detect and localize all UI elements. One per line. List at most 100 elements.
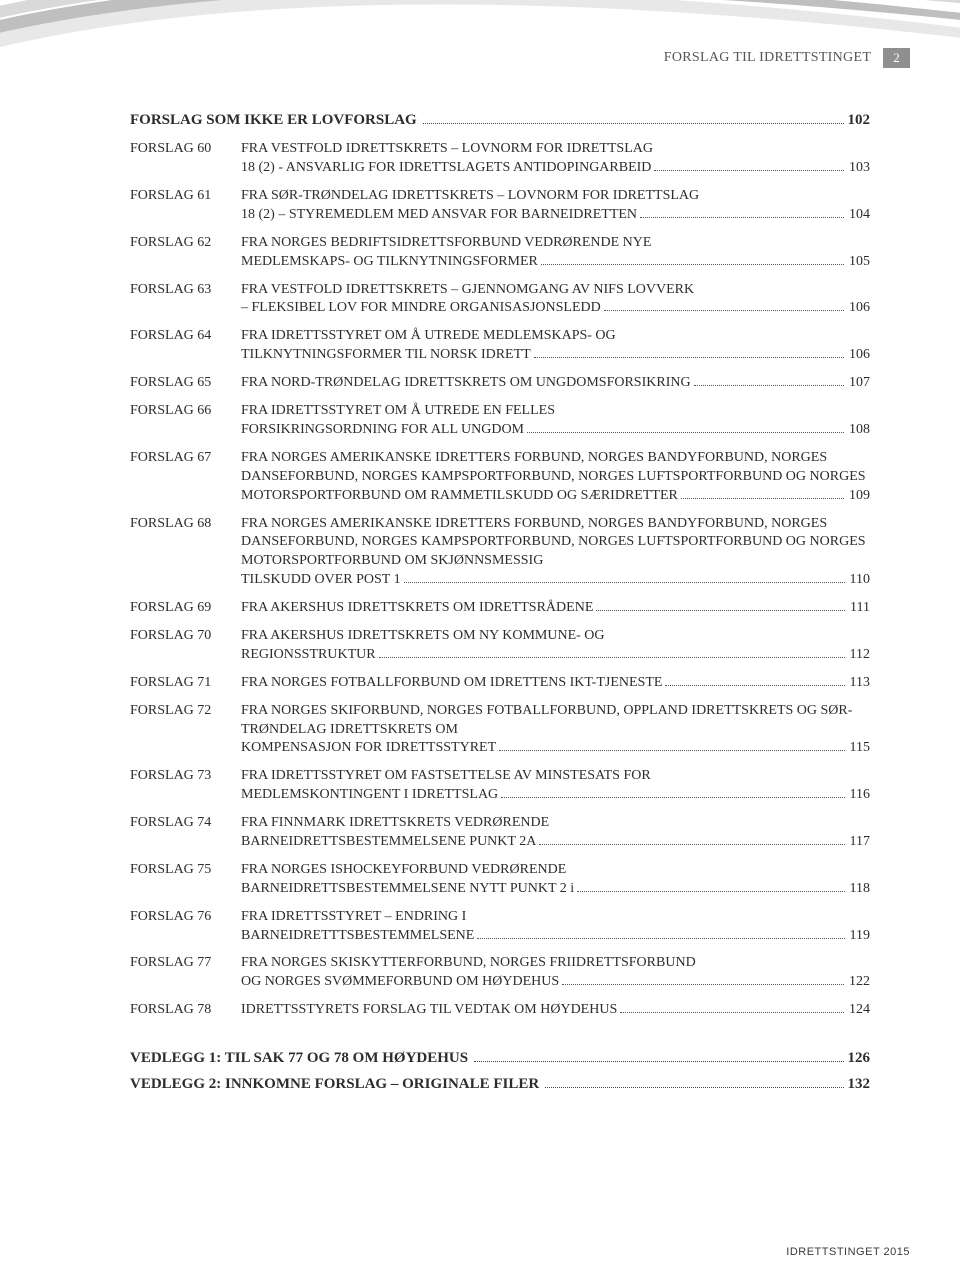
toc-entry-lastline: FORSIKRINGSORDNING FOR ALL UNGDOM108	[241, 421, 870, 440]
toc-entry-body: FRA IDRETTSSTYRET OM Å UTREDE EN FELLESF…	[241, 402, 870, 440]
toc-entry-page: 109	[847, 487, 870, 506]
toc-entry-page: 113	[848, 674, 870, 693]
toc-entry-lastline: 18 (2) - ANSVARLIG FOR IDRETTSLAGETS ANT…	[241, 159, 870, 178]
toc-entry-last-text: BARNEIDRETTSBESTEMMELSENE NYTT PUNKT 2 i	[241, 880, 574, 899]
toc-entry-text: FRA FINNMARK IDRETTSKRETS VEDRØRENDE	[241, 814, 870, 833]
leader-dots	[534, 357, 844, 358]
toc-entry: FORSLAG 77FRA NORGES SKISKYTTERFORBUND, …	[130, 954, 870, 992]
toc-entry-label: FORSLAG 64	[130, 327, 241, 346]
toc-entry-lastline: MEDLEMSKONTINGENT I IDRETTSLAG116	[241, 786, 870, 805]
toc-entry-last-text: 18 (2) – STYREMEDLEM MED ANSVAR FOR BARN…	[241, 206, 637, 225]
toc-entry-lastline: BARNEIDRETTSBESTEMMELSENE NYTT PUNKT 2 i…	[241, 880, 870, 899]
toc-entry-lastline: FRA NORD-TRØNDELAG IDRETTSKRETS OM UNGDO…	[241, 374, 870, 393]
toc-entry-lastline: IDRETTSSTYRETS FORSLAG TIL VEDTAK OM HØY…	[241, 1001, 870, 1020]
leader-dots	[545, 1087, 843, 1088]
toc-entry-text: FRA NORGES AMERIKANSKE IDRETTERS FORBUND…	[241, 515, 870, 572]
toc-entry-body: FRA SØR-TRØNDELAG IDRETTSKRETS – LOVNORM…	[241, 187, 870, 225]
toc-entry-page: 112	[848, 646, 870, 665]
toc-entry-body: FRA AKERSHUS IDRETTSKRETS OM IDRETTSRÅDE…	[241, 599, 870, 618]
toc-entry-last-text: MOTORSPORTFORBUND OM RAMMETILSKUDD OG SÆ…	[241, 487, 678, 506]
toc-entry-last-text: – FLEKSIBEL LOV FOR MINDRE ORGANISASJONS…	[241, 299, 601, 318]
appendix-title: VEDLEGG 1: TIL SAK 77 OG 78 OM HØYDEHUS	[130, 1048, 468, 1068]
toc-entry: FORSLAG 64FRA IDRETTSSTYRET OM Å UTREDE …	[130, 327, 870, 365]
leader-dots	[474, 1061, 843, 1062]
leader-dots	[423, 123, 844, 124]
toc-entry-lastline: BARNEIDRETTTSBESTEMMELSENE119	[241, 927, 870, 946]
toc-entry-label: FORSLAG 63	[130, 281, 241, 300]
appendix-block: VEDLEGG 1: TIL SAK 77 OG 78 OM HØYDEHUS 1…	[130, 1048, 870, 1095]
toc-entry-body: FRA NORD-TRØNDELAG IDRETTSKRETS OM UNGDO…	[241, 374, 870, 393]
footer-text: IDRETTSTINGET 2015	[786, 1246, 910, 1258]
leader-dots	[654, 170, 844, 171]
toc-entry-page: 105	[847, 253, 870, 272]
leader-dots	[665, 685, 844, 686]
toc-entry: FORSLAG 74FRA FINNMARK IDRETTSKRETS VEDR…	[130, 814, 870, 852]
leader-dots	[562, 984, 844, 985]
toc-entry: FORSLAG 68FRA NORGES AMERIKANSKE IDRETTE…	[130, 515, 870, 591]
toc-entry: FORSLAG 76FRA IDRETTSSTYRET – ENDRING IB…	[130, 908, 870, 946]
toc-entry-text: FRA VESTFOLD IDRETTSKRETS – GJENNOMGANG …	[241, 281, 870, 300]
section-title-row: FORSLAG SOM IKKE ER LOVFORSLAG 102	[130, 110, 870, 130]
toc-entry-label: FORSLAG 77	[130, 954, 241, 973]
toc-entries: FORSLAG 60FRA VESTFOLD IDRETTSKRETS – LO…	[130, 140, 870, 1020]
toc-entry-last-text: FRA AKERSHUS IDRETTSKRETS OM IDRETTSRÅDE…	[241, 599, 593, 618]
toc-entry-last-text: TILSKUDD OVER POST 1	[241, 571, 401, 590]
toc-entry-label: FORSLAG 66	[130, 402, 241, 421]
toc-entry-last-text: FRA NORD-TRØNDELAG IDRETTSKRETS OM UNGDO…	[241, 374, 691, 393]
toc-entry-text: FRA SØR-TRØNDELAG IDRETTSKRETS – LOVNORM…	[241, 187, 870, 206]
toc-entry-lastline: – FLEKSIBEL LOV FOR MINDRE ORGANISASJONS…	[241, 299, 870, 318]
leader-dots	[681, 498, 844, 499]
toc-entry-page: 104	[847, 206, 870, 225]
toc-entry-page: 110	[848, 571, 870, 590]
toc-entry-text: FRA AKERSHUS IDRETTSKRETS OM NY KOMMUNE-…	[241, 627, 870, 646]
toc-entry-lastline: TILKNYTNINGSFORMER TIL NORSK IDRETT106	[241, 346, 870, 365]
toc-entry-body: FRA FINNMARK IDRETTSKRETS VEDRØRENDEBARN…	[241, 814, 870, 852]
toc-entry-label: FORSLAG 78	[130, 1001, 241, 1020]
toc-entry-label: FORSLAG 76	[130, 908, 241, 927]
toc-entry-body: FRA NORGES AMERIKANSKE IDRETTERS FORBUND…	[241, 449, 870, 506]
toc-entry-label: FORSLAG 68	[130, 515, 241, 534]
toc-entry-page: 115	[848, 739, 870, 758]
toc-entry-last-text: KOMPENSASJON FOR IDRETTSSTYRET	[241, 739, 496, 758]
appendix-row: VEDLEGG 1: TIL SAK 77 OG 78 OM HØYDEHUS 1…	[130, 1048, 870, 1068]
toc-entry: FORSLAG 67FRA NORGES AMERIKANSKE IDRETTE…	[130, 449, 870, 506]
toc-entry-body: FRA NORGES SKISKYTTERFORBUND, NORGES FRI…	[241, 954, 870, 992]
toc-entry-text: FRA IDRETTSSTYRET OM Å UTREDE MEDLEMSKAP…	[241, 327, 870, 346]
toc-entry: FORSLAG 75FRA NORGES ISHOCKEYFORBUND VED…	[130, 861, 870, 899]
toc-entry-last-text: MEDLEMSKONTINGENT I IDRETTSLAG	[241, 786, 498, 805]
toc-entry-label: FORSLAG 74	[130, 814, 241, 833]
toc-entry-label: FORSLAG 73	[130, 767, 241, 786]
toc-entry-page: 108	[847, 421, 870, 440]
appendix-page: 132	[848, 1074, 871, 1094]
toc-entry-last-text: OG NORGES SVØMMEFORBUND OM HØYDEHUS	[241, 973, 559, 992]
leader-dots	[541, 264, 844, 265]
toc-entry-body: FRA NORGES AMERIKANSKE IDRETTERS FORBUND…	[241, 515, 870, 591]
leader-dots	[604, 310, 844, 311]
toc-entry-body: FRA NORGES SKIFORBUND, NORGES FOTBALLFOR…	[241, 702, 870, 759]
toc-entry-lastline: MEDLEMSKAPS- OG TILKNYTNINGSFORMER105	[241, 253, 870, 272]
toc-entry-page: 107	[847, 374, 870, 393]
toc-entry-body: IDRETTSSTYRETS FORSLAG TIL VEDTAK OM HØY…	[241, 1001, 870, 1020]
toc-entry-label: FORSLAG 60	[130, 140, 241, 159]
toc-entry-last-text: FRA NORGES FOTBALLFORBUND OM IDRETTENS I…	[241, 674, 662, 693]
leader-dots	[477, 938, 844, 939]
toc-entry-body: FRA NORGES ISHOCKEYFORBUND VEDRØRENDEBAR…	[241, 861, 870, 899]
document-page: FORSLAG TIL IDRETTSTINGET 2 FORSLAG SOM …	[0, 0, 960, 1282]
toc-entry: FORSLAG 66FRA IDRETTSSTYRET OM Å UTREDE …	[130, 402, 870, 440]
leader-dots	[499, 750, 844, 751]
leader-dots	[577, 891, 844, 892]
leader-dots	[539, 844, 844, 845]
running-header-text: FORSLAG TIL IDRETTSTINGET	[664, 50, 871, 66]
toc-entry-page: 119	[848, 927, 870, 946]
toc-entry-body: FRA NORGES FOTBALLFORBUND OM IDRETTENS I…	[241, 674, 870, 693]
leader-dots	[694, 385, 844, 386]
leader-dots	[527, 432, 844, 433]
toc-entry-label: FORSLAG 75	[130, 861, 241, 880]
appendix-page: 126	[848, 1048, 871, 1068]
toc-entry-page: 106	[847, 299, 870, 318]
toc-entry: FORSLAG 62FRA NORGES BEDRIFTSIDRETTSFORB…	[130, 234, 870, 272]
toc-entry: FORSLAG 65FRA NORD-TRØNDELAG IDRETTSKRET…	[130, 374, 870, 393]
toc-entry-body: FRA VESTFOLD IDRETTSKRETS – GJENNOMGANG …	[241, 281, 870, 319]
toc-entry-label: FORSLAG 62	[130, 234, 241, 253]
toc-entry-page: 106	[847, 346, 870, 365]
